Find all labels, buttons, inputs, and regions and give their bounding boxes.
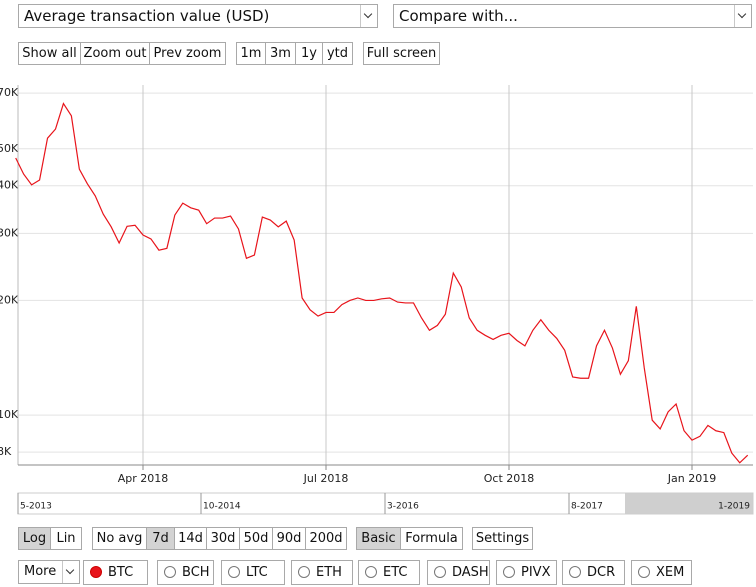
button[interactable]: Prev zoom [149,42,226,65]
dropdown-arrow [360,5,377,27]
coin-toggle[interactable]: XEM [631,560,692,585]
x-tick-label: Jul 2018 [303,472,349,485]
navigator-label: 3-2016 [387,502,419,512]
radio [638,566,650,578]
button[interactable]: Settings [472,527,533,550]
navigator-label: 1-2019 [718,502,750,512]
y-tick-label: 50K [0,142,19,155]
radio [298,566,310,578]
dropdown[interactable]: Average transaction value (USD) [18,4,378,28]
radio [569,566,581,578]
button[interactable]: Full screen [363,42,440,65]
button[interactable]: Show all [18,42,81,65]
radio [90,566,102,578]
coin-toggle[interactable]: BCH [157,560,214,585]
coin-toggle[interactable]: LTC [221,560,285,585]
button[interactable]: ytd [322,42,353,65]
dropdown-arrow [62,561,79,583]
button[interactable]: 200d [305,527,347,550]
button[interactable]: 7d [146,527,175,550]
radio [365,566,377,578]
navigator-selection [625,493,753,514]
x-tick-label: Oct 2018 [484,472,535,485]
button[interactable]: Lin [50,527,82,550]
button[interactable]: Formula [400,527,463,550]
y-tick-label: 70K [0,86,19,99]
button[interactable]: 90d [272,527,306,550]
radio [164,566,176,578]
button[interactable]: 1y [295,42,323,65]
coin-toggle[interactable]: DCR [562,560,625,585]
y-tick-label: 40K [0,179,19,192]
button[interactable]: No avg [92,527,147,550]
button[interactable]: Basic [356,527,401,550]
button[interactable]: Zoom out [80,42,150,65]
button[interactable]: 50d [239,527,273,550]
button[interactable]: 3m [265,42,296,65]
data-line [15,102,749,464]
chart: 8K 10K 20K 30K 40K 50K 70K Apr 2018 Jul 2018 Oct … [0,85,754,515]
navigator-label: 5-2013 [20,502,52,512]
button[interactable]: Log [18,527,51,550]
radio [228,566,240,578]
radio [503,566,515,578]
x-tick-label: Apr 2018 [118,472,169,485]
coin-toggle[interactable]: PIVX [496,560,557,585]
radio [434,566,446,578]
y-tick-label: 30K [0,226,19,239]
y-tick-label: 20K [0,293,19,306]
dropdown[interactable]: More [18,560,80,584]
dropdown[interactable]: Compare with... [393,4,752,28]
dropdown-arrow [734,5,751,27]
y-tick-label: 10K [0,408,19,421]
coin-toggle[interactable]: ETC [358,560,420,585]
button[interactable]: 14d [174,527,207,550]
coin-toggle[interactable]: ETH [291,560,353,585]
y-tick-label: 8K [0,445,12,458]
navigator-label: 10-2014 [203,502,241,512]
coin-toggle[interactable]: BTC [83,560,148,585]
x-tick-label: Jan 2019 [667,472,716,485]
coin-toggle[interactable]: DASH [427,560,490,585]
button[interactable]: 1m [236,42,266,65]
button[interactable]: 30d [206,527,240,550]
navigator-label: 8-2017 [571,502,603,512]
